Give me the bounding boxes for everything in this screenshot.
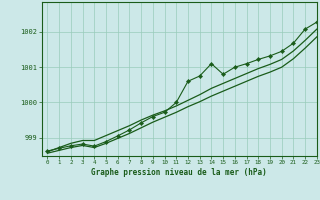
X-axis label: Graphe pression niveau de la mer (hPa): Graphe pression niveau de la mer (hPa)	[91, 168, 267, 177]
